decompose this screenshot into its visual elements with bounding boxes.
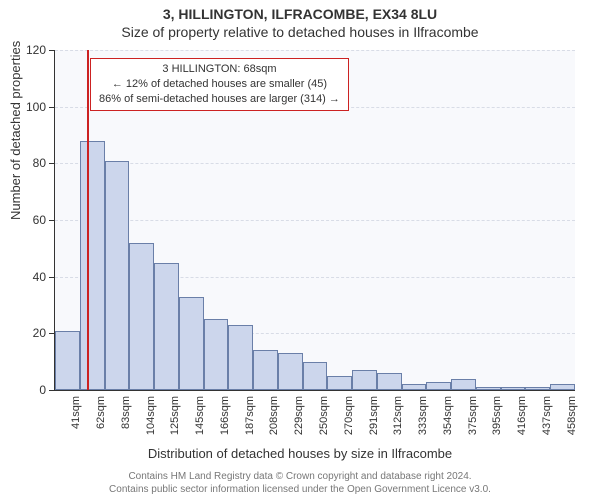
- x-axis-label: Distribution of detached houses by size …: [0, 446, 600, 461]
- grid-line: [55, 50, 575, 51]
- y-tick-mark: [49, 50, 54, 51]
- y-tick-label: 40: [16, 270, 46, 284]
- y-tick-mark: [49, 277, 54, 278]
- histogram-bar: [80, 141, 105, 390]
- histogram-bar: [303, 362, 328, 390]
- x-tick-label: 187sqm: [244, 396, 256, 446]
- page-title-line2: Size of property relative to detached ho…: [0, 22, 600, 40]
- y-tick-mark: [49, 163, 54, 164]
- histogram-bar: [278, 353, 303, 390]
- y-tick-label: 120: [16, 43, 46, 57]
- histogram-bar: [476, 387, 501, 390]
- annotation-line2: ← 12% of detached houses are smaller (45…: [99, 77, 340, 92]
- histogram-bar: [377, 373, 402, 390]
- x-tick-label: 83sqm: [120, 396, 132, 446]
- histogram-bar: [352, 370, 377, 390]
- y-tick-label: 20: [16, 326, 46, 340]
- footer-line2: Contains public sector information licen…: [0, 483, 600, 496]
- histogram-bar: [228, 325, 253, 390]
- histogram-bar: [402, 384, 427, 390]
- histogram-bar: [129, 243, 154, 390]
- x-tick-label: 333sqm: [417, 396, 429, 446]
- annotation-line3: 86% of semi-detached houses are larger (…: [99, 92, 340, 107]
- histogram-bar: [55, 331, 80, 391]
- x-tick-label: 354sqm: [442, 396, 454, 446]
- histogram-bar: [327, 376, 352, 390]
- reference-line: [87, 50, 89, 390]
- y-tick-mark: [49, 333, 54, 334]
- x-tick-label: 458sqm: [566, 396, 578, 446]
- x-tick-label: 250sqm: [318, 396, 330, 446]
- x-tick-label: 208sqm: [268, 396, 280, 446]
- x-tick-label: 166sqm: [219, 396, 231, 446]
- histogram-bar: [426, 382, 451, 391]
- x-tick-label: 395sqm: [491, 396, 503, 446]
- x-tick-label: 437sqm: [541, 396, 553, 446]
- y-tick-label: 100: [16, 100, 46, 114]
- grid-line: [55, 163, 575, 164]
- histogram-bar: [253, 350, 278, 390]
- histogram-bar: [105, 161, 130, 391]
- histogram-bar: [501, 387, 526, 390]
- page-title-line1: 3, HILLINGTON, ILFRACOMBE, EX34 8LU: [0, 0, 600, 22]
- x-tick-label: 145sqm: [194, 396, 206, 446]
- y-tick-label: 80: [16, 156, 46, 170]
- histogram-bar: [204, 319, 229, 390]
- annotation-line1: 3 HILLINGTON: 68sqm: [99, 62, 340, 77]
- chart-container: 020406080100120 41sqm62sqm83sqm104sqm125…: [54, 50, 574, 390]
- y-tick-mark: [49, 390, 54, 391]
- y-axis-label: Number of detached properties: [8, 41, 23, 220]
- x-tick-label: 104sqm: [145, 396, 157, 446]
- y-tick-mark: [49, 220, 54, 221]
- histogram-bar: [525, 387, 550, 390]
- x-tick-label: 62sqm: [95, 396, 107, 446]
- x-tick-label: 375sqm: [467, 396, 479, 446]
- x-tick-label: 229sqm: [293, 396, 305, 446]
- y-tick-label: 60: [16, 213, 46, 227]
- footer-line1: Contains HM Land Registry data © Crown c…: [0, 470, 600, 483]
- histogram-bar: [451, 379, 476, 390]
- histogram-bar: [154, 263, 179, 391]
- y-tick-mark: [49, 107, 54, 108]
- histogram-bar: [550, 384, 575, 390]
- annotation-box: 3 HILLINGTON: 68sqm ← 12% of detached ho…: [90, 58, 349, 111]
- footer: Contains HM Land Registry data © Crown c…: [0, 470, 600, 496]
- x-tick-label: 41sqm: [70, 396, 82, 446]
- x-tick-label: 312sqm: [392, 396, 404, 446]
- grid-line: [55, 220, 575, 221]
- y-tick-label: 0: [16, 383, 46, 397]
- histogram-bar: [179, 297, 204, 391]
- x-tick-label: 125sqm: [169, 396, 181, 446]
- x-tick-label: 270sqm: [343, 396, 355, 446]
- x-tick-label: 416sqm: [516, 396, 528, 446]
- x-tick-label: 291sqm: [368, 396, 380, 446]
